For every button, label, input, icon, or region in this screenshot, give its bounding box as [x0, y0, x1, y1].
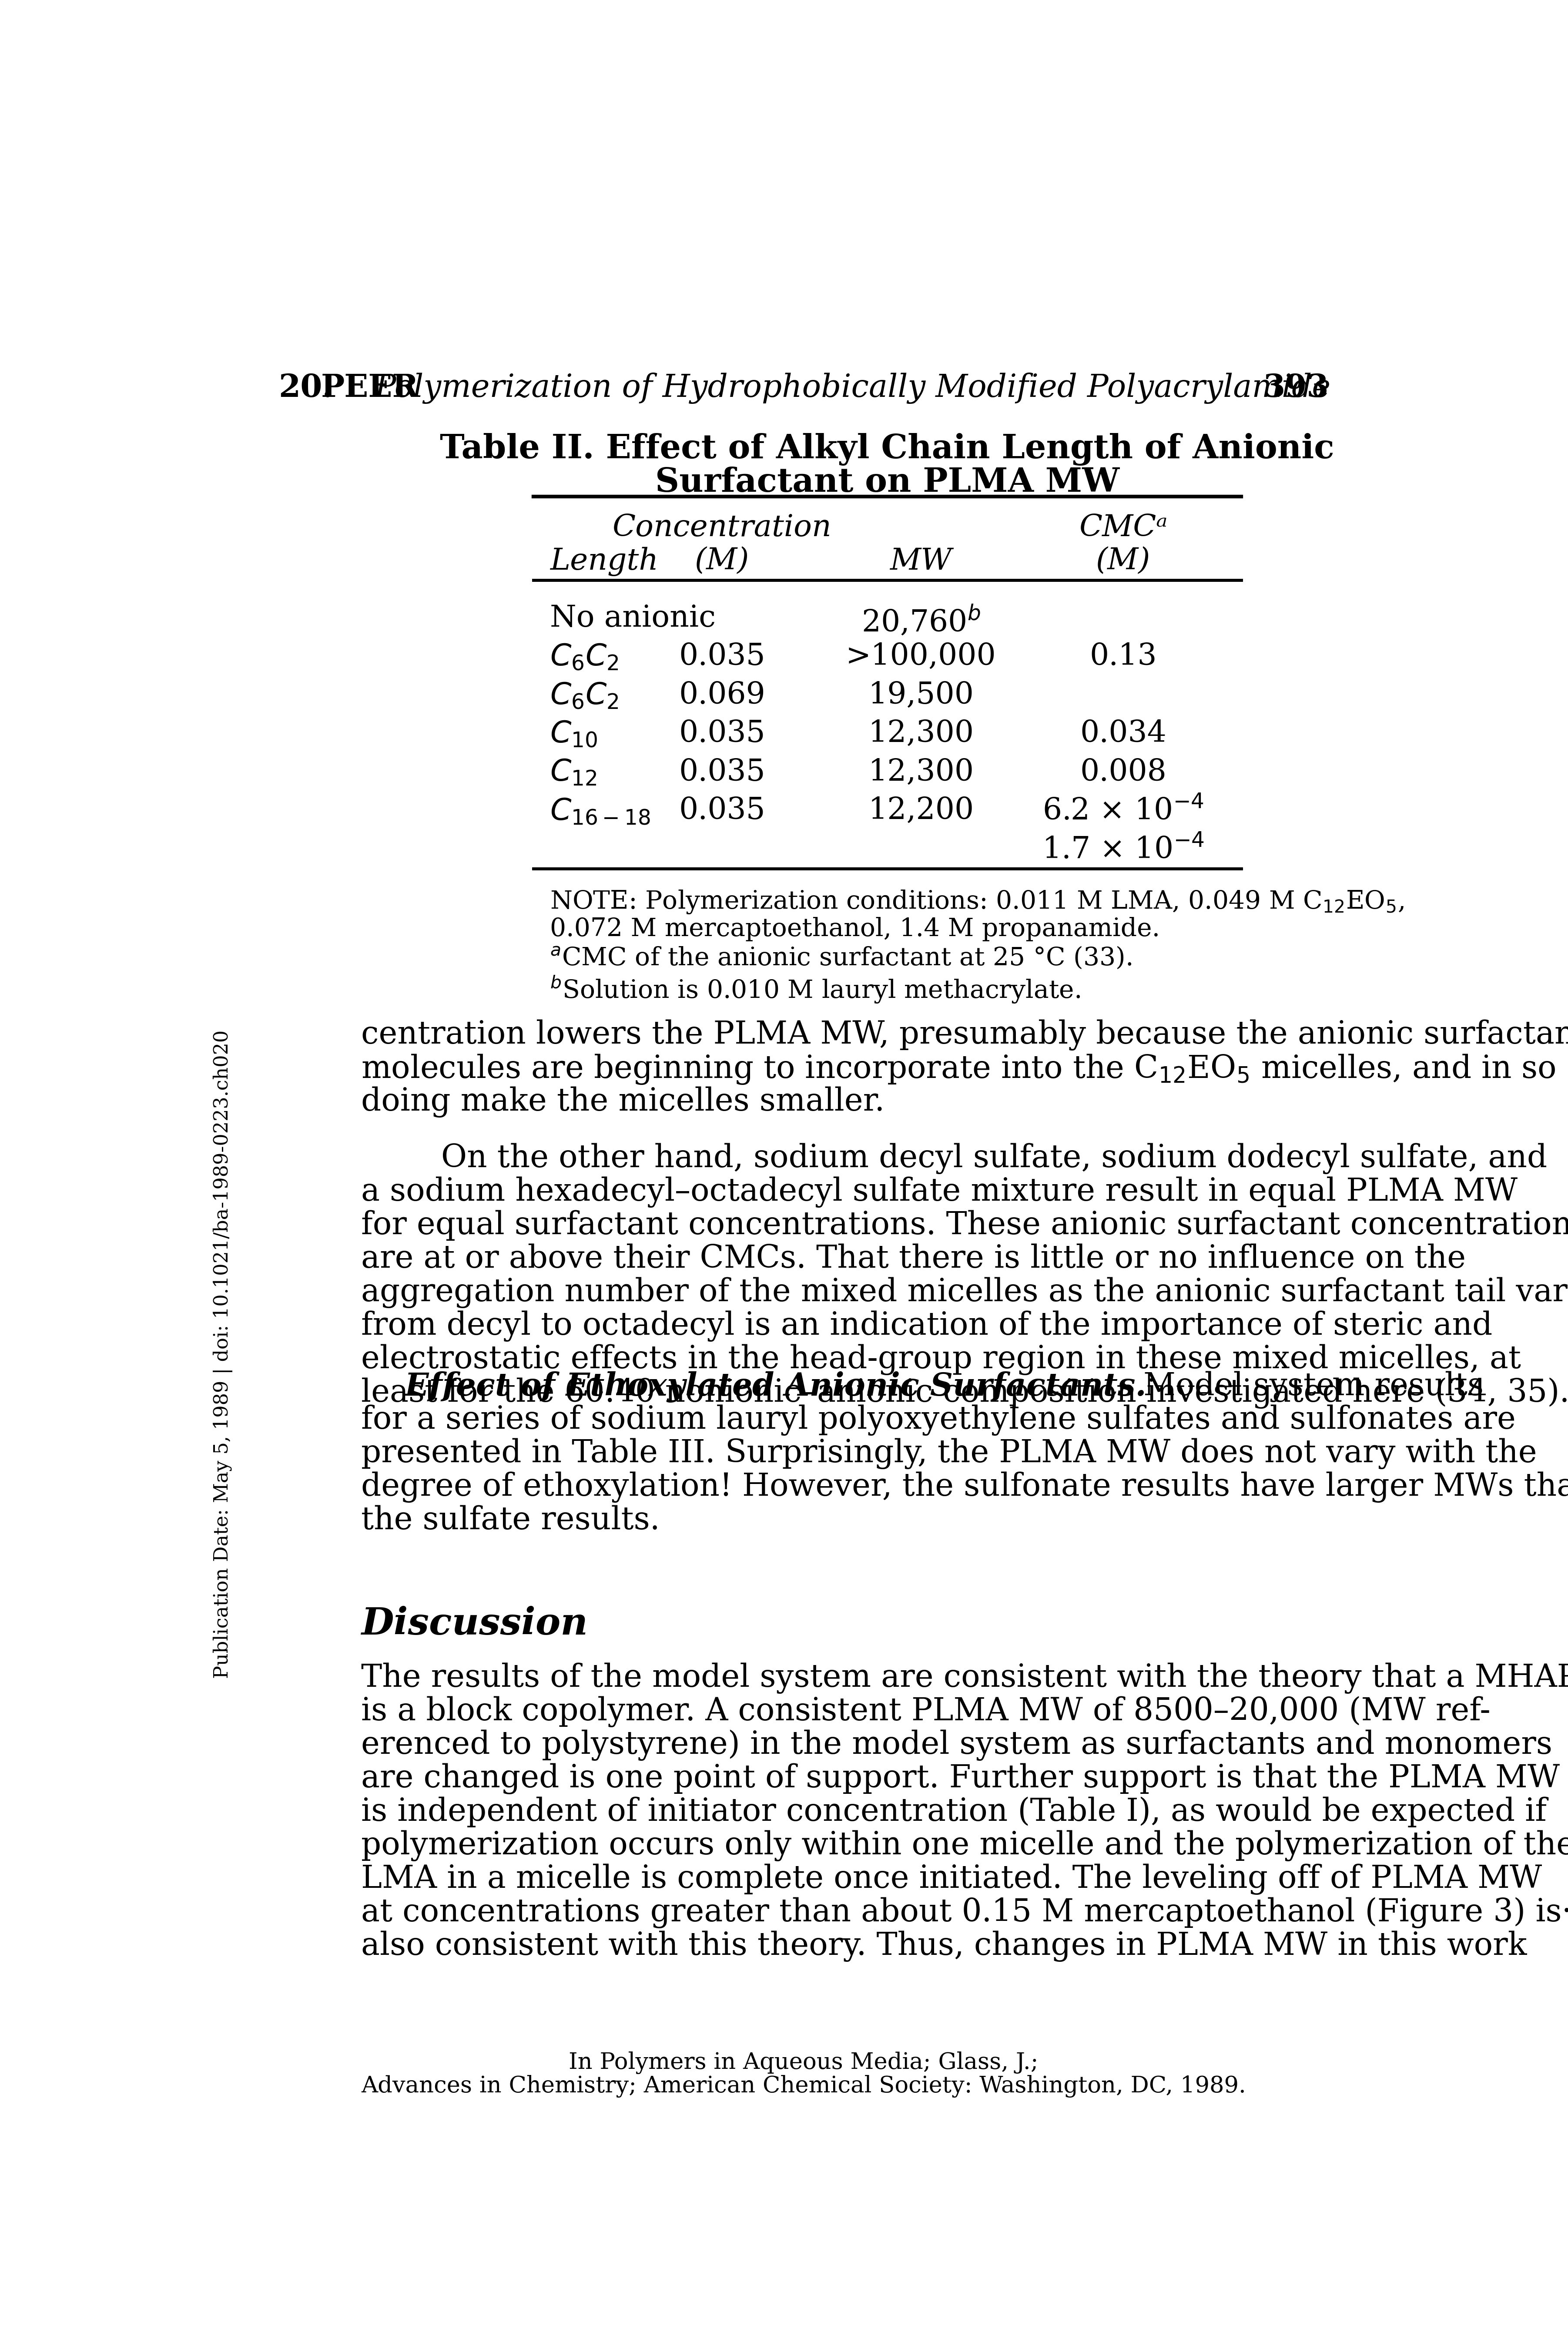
Text: 0.008: 0.008: [1080, 757, 1167, 787]
Text: Length: Length: [550, 548, 659, 576]
Text: a sodium hexadecyl–octadecyl sulfate mixture result in equal PLMA MW: a sodium hexadecyl–octadecyl sulfate mix…: [361, 1177, 1518, 1208]
Text: $^a$CMC of the anionic surfactant at 25 °C (33).: $^a$CMC of the anionic surfactant at 25 …: [550, 945, 1132, 971]
Text: Effect of Ethoxylated Anionic Surfactants.: Effect of Ethoxylated Anionic Surfactant…: [361, 1370, 1146, 1403]
Text: LMA in a micelle is complete once initiated. The leveling off of PLMA MW: LMA in a micelle is complete once initia…: [361, 1864, 1541, 1894]
Text: Polymerization of Hydrophobically Modified Polyacrylamide: Polymerization of Hydrophobically Modifi…: [375, 374, 1331, 404]
Text: erenced to polystyrene) in the model system as surfactants and monomers: erenced to polystyrene) in the model sys…: [361, 1730, 1552, 1760]
Text: PEER: PEER: [321, 374, 419, 404]
Text: are at or above their CMCs. That there is little or no influence on the: are at or above their CMCs. That there i…: [361, 1243, 1466, 1274]
Text: Table II. Effect of Alkyl Chain Length of Anionic: Table II. Effect of Alkyl Chain Length o…: [441, 432, 1334, 465]
Text: molecules are beginning to incorporate into the C$_{12}$EO$_5$ micelles, and in : molecules are beginning to incorporate i…: [361, 1053, 1555, 1086]
Text: 0.035: 0.035: [679, 757, 765, 787]
Text: least for the 60:40 nonionic–anionic composition investigated here (34, 35).: least for the 60:40 nonionic–anionic com…: [361, 1377, 1568, 1410]
Text: 20.: 20.: [279, 374, 334, 404]
Text: aggregation number of the mixed micelles as the anionic surfactant tail varies: aggregation number of the mixed micelles…: [361, 1278, 1568, 1309]
Text: 0.072 M mercaptoethanol, 1.4 M propanamide.: 0.072 M mercaptoethanol, 1.4 M propanami…: [550, 916, 1160, 942]
Text: $C_{10}$: $C_{10}$: [550, 719, 597, 750]
Text: >100,000: >100,000: [845, 642, 996, 672]
Text: 0.034: 0.034: [1080, 719, 1167, 747]
Text: In Polymers in Aqueous Media; Glass, J.;: In Polymers in Aqueous Media; Glass, J.;: [569, 2052, 1038, 2075]
Text: degree of ethoxylation! However, the sulfonate results have larger MWs than: degree of ethoxylation! However, the sul…: [361, 1471, 1568, 1502]
Text: the sulfate results.: the sulfate results.: [361, 1504, 660, 1537]
Text: at concentrations greater than about 0.15 M mercaptoethanol (Figure 3) is·: at concentrations greater than about 0.1…: [361, 1896, 1568, 1929]
Text: $C_{12}$: $C_{12}$: [550, 757, 597, 787]
Text: centration lowers the PLMA MW, presumably because the anionic surfactant: centration lowers the PLMA MW, presumabl…: [361, 1020, 1568, 1050]
Text: 20,760$^b$: 20,760$^b$: [861, 604, 980, 637]
Text: polymerization occurs only within one micelle and the polymerization of the: polymerization occurs only within one mi…: [361, 1831, 1568, 1861]
Text: On the other hand, sodium decyl sulfate, sodium dodecyl sulfate, and: On the other hand, sodium decyl sulfate,…: [361, 1142, 1548, 1175]
Text: is a block copolymer. A consistent PLMA MW of 8500–20,000 (MW ref-: is a block copolymer. A consistent PLMA …: [361, 1697, 1491, 1727]
Text: Concentration: Concentration: [613, 512, 831, 543]
Text: electrostatic effects in the head-group region in these mixed micelles, at: electrostatic effects in the head-group …: [361, 1344, 1521, 1375]
Text: 19,500: 19,500: [869, 682, 974, 710]
Text: presented in Table III. Surprisingly, the PLMA MW does not vary with the: presented in Table III. Surprisingly, th…: [361, 1438, 1537, 1469]
Text: $C_6C_2$: $C_6C_2$: [550, 682, 619, 710]
Text: 0.035: 0.035: [679, 719, 765, 747]
Text: Publication Date: May 5, 1989 | doi: 10.1021/ba-1989-0223.ch020: Publication Date: May 5, 1989 | doi: 10.…: [213, 1029, 232, 1678]
Text: 0.13: 0.13: [1090, 642, 1157, 672]
Text: Discussion: Discussion: [361, 1605, 588, 1643]
Text: 12,200: 12,200: [869, 797, 974, 825]
Text: Surfactant on PLMA MW: Surfactant on PLMA MW: [655, 465, 1120, 498]
Text: (M): (M): [1096, 548, 1151, 576]
Text: $C_6C_2$: $C_6C_2$: [550, 642, 619, 672]
Text: doing make the micelles smaller.: doing make the micelles smaller.: [361, 1086, 884, 1116]
Text: The results of the model system are consistent with the theory that a MHAP: The results of the model system are cons…: [361, 1661, 1568, 1694]
Text: also consistent with this theory. Thus, changes in PLMA MW in this work: also consistent with this theory. Thus, …: [361, 1932, 1527, 1962]
Text: 12,300: 12,300: [869, 757, 974, 787]
Text: 0.035: 0.035: [679, 642, 765, 672]
Text: for a series of sodium lauryl polyoxyethylene sulfates and sulfonates are: for a series of sodium lauryl polyoxyeth…: [361, 1405, 1516, 1436]
Text: is independent of initiator concentration (Table I), as would be expected if: is independent of initiator concentratio…: [361, 1798, 1546, 1828]
Text: MW: MW: [891, 548, 952, 576]
Text: 12,300: 12,300: [869, 719, 974, 747]
Text: NOTE: Polymerization conditions: 0.011 M LMA, 0.049 M C$_{12}$EO$_5$,: NOTE: Polymerization conditions: 0.011 M…: [550, 888, 1403, 914]
Text: 1.7 × 10$^{-4}$: 1.7 × 10$^{-4}$: [1043, 834, 1204, 865]
Text: 6.2 × 10$^{-4}$: 6.2 × 10$^{-4}$: [1043, 797, 1204, 825]
Text: CMCᵃ: CMCᵃ: [1079, 512, 1168, 543]
Text: $C_{16-18}$: $C_{16-18}$: [550, 797, 651, 825]
Text: Advances in Chemistry; American Chemical Society: Washington, DC, 1989.: Advances in Chemistry; American Chemical…: [361, 2075, 1247, 2099]
Text: Model system results: Model system results: [1123, 1370, 1483, 1403]
Text: from decyl to octadecyl is an indication of the importance of steric and: from decyl to octadecyl is an indication…: [361, 1311, 1493, 1342]
Text: for equal surfactant concentrations. These anionic surfactant concentrations: for equal surfactant concentrations. The…: [361, 1210, 1568, 1241]
Text: 0.069: 0.069: [679, 682, 765, 710]
Text: are changed is one point of support. Further support is that the PLMA MW: are changed is one point of support. Fur…: [361, 1762, 1560, 1795]
Text: No anionic: No anionic: [550, 604, 717, 632]
Text: 393: 393: [1264, 374, 1330, 404]
Text: 0.035: 0.035: [679, 797, 765, 825]
Text: $^b$Solution is 0.010 M lauryl methacrylate.: $^b$Solution is 0.010 M lauryl methacryl…: [550, 973, 1080, 1006]
Text: (M): (M): [695, 548, 750, 576]
